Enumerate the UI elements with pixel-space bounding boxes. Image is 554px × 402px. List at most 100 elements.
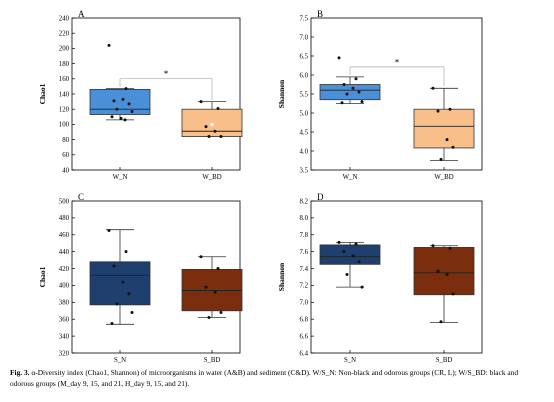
x-tick-label: S_N xyxy=(114,357,126,364)
y-tick-label: 360 xyxy=(59,317,70,324)
x-tick-label: W_BD xyxy=(434,174,453,181)
box-s_bd xyxy=(413,247,475,296)
panel-label: A xyxy=(78,9,85,19)
box-w_n xyxy=(319,84,381,101)
data-point xyxy=(219,135,223,139)
box-w_bd xyxy=(181,108,243,137)
data-point xyxy=(445,272,449,276)
y-tick-label: 180 xyxy=(59,61,70,68)
data-point xyxy=(342,250,346,254)
data-point xyxy=(216,267,220,271)
y-tick-label: 120 xyxy=(59,107,70,114)
y-tick-label: 80 xyxy=(62,137,69,144)
y-tick-label: 400 xyxy=(59,283,70,290)
data-point xyxy=(337,240,341,244)
y-tick-label: 140 xyxy=(59,91,70,98)
x-tick-label: S_BD xyxy=(204,357,221,364)
y-tick-label: 6.8 xyxy=(300,317,309,324)
y-tick-label: 460 xyxy=(59,232,70,239)
data-point xyxy=(436,269,440,273)
data-point xyxy=(219,310,223,314)
box-w_bd xyxy=(413,108,475,149)
data-point xyxy=(448,246,452,250)
data-point xyxy=(213,290,217,294)
y-tick-label: 7.0 xyxy=(300,300,309,307)
data-point xyxy=(112,264,116,268)
y-axis-label: Shannon xyxy=(277,262,286,291)
x-tick-label: S_N xyxy=(344,357,356,364)
y-tick-label: 7.6 xyxy=(300,249,309,256)
data-point xyxy=(127,292,131,296)
data-point xyxy=(439,320,443,324)
y-tick-label: 220 xyxy=(59,31,70,38)
x-tick-label: W_BD xyxy=(202,174,221,181)
y-axis-label: Chao1 xyxy=(38,83,47,104)
data-point xyxy=(121,97,125,101)
mean-marker xyxy=(210,122,214,126)
data-point xyxy=(204,125,208,129)
data-point xyxy=(107,229,111,233)
data-point xyxy=(357,260,361,264)
y-tick-label: 320 xyxy=(59,350,70,357)
data-point xyxy=(360,100,364,104)
data-point xyxy=(130,310,134,314)
box-s_n xyxy=(89,261,151,306)
significance-label: * xyxy=(395,57,400,67)
data-point xyxy=(445,138,449,142)
data-point xyxy=(124,250,128,254)
y-tick-label: 40 xyxy=(62,167,69,174)
y-tick-label: 60 xyxy=(62,152,69,159)
y-tick-label: 5.5 xyxy=(300,91,309,98)
y-axis-label: Chao1 xyxy=(38,266,47,287)
data-point xyxy=(431,244,435,248)
data-point xyxy=(199,255,203,259)
data-point xyxy=(204,285,208,289)
x-tick-label: S_BD xyxy=(436,357,453,364)
data-point xyxy=(354,242,358,246)
data-point xyxy=(121,280,125,284)
significance-label: * xyxy=(164,69,169,79)
y-tick-label: 200 xyxy=(59,46,70,53)
data-point xyxy=(127,102,131,106)
panel-a: A 40 60 80 100 120 140 160 180 200 220 240 Chao1 W_N W… xyxy=(38,9,243,181)
data-point xyxy=(351,86,355,90)
y-tick-label: 160 xyxy=(59,76,70,83)
data-point xyxy=(431,86,435,90)
y-axis-label: Shannon xyxy=(277,79,286,108)
y-tick-label: 6.0 xyxy=(300,72,309,79)
data-point xyxy=(199,100,203,104)
data-point xyxy=(112,99,116,103)
plot-frame xyxy=(310,200,483,354)
data-point xyxy=(451,145,455,149)
y-tick-label: 100 xyxy=(59,122,70,129)
y-tick-label: 7.5 xyxy=(300,15,309,22)
y-tick-label: 5.0 xyxy=(300,110,309,117)
data-point xyxy=(130,109,134,113)
data-point xyxy=(345,272,349,276)
y-tick-label: 340 xyxy=(59,333,70,340)
y-tick-label: 7.0 xyxy=(300,34,309,41)
data-point xyxy=(340,101,344,105)
data-point xyxy=(115,107,119,111)
data-point xyxy=(342,83,346,86)
figure-caption: Fig. 3. α-Diversity index (Chao1, Shanno… xyxy=(10,368,542,389)
data-point xyxy=(107,43,111,47)
panel-c: C 320 340 360 380 400 420 440 460 480 500 Chao1 S_N S… xyxy=(38,192,243,364)
y-tick-label: 4.0 xyxy=(300,148,309,155)
data-point xyxy=(360,285,364,289)
data-point xyxy=(354,77,358,81)
data-point xyxy=(436,109,440,113)
y-tick-label: 240 xyxy=(59,15,70,22)
data-point xyxy=(439,157,443,161)
data-point xyxy=(124,87,128,91)
data-point xyxy=(207,316,211,320)
y-tick-label: 420 xyxy=(59,266,70,273)
box-s_n xyxy=(319,244,381,265)
y-tick-label: 8.0 xyxy=(300,215,309,222)
data-point xyxy=(207,135,211,139)
panel-label: C xyxy=(78,192,84,202)
data-point xyxy=(110,321,114,325)
y-tick-label: 7.8 xyxy=(300,232,309,239)
y-tick-label: 6.4 xyxy=(300,350,309,357)
